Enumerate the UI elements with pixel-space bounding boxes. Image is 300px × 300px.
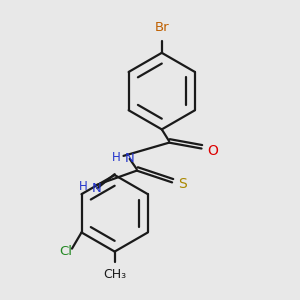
Text: Cl: Cl [60, 245, 73, 258]
Text: CH₃: CH₃ [103, 268, 126, 281]
Text: N: N [124, 152, 134, 165]
Text: S: S [178, 177, 187, 191]
Text: H: H [112, 151, 121, 164]
Text: N: N [92, 182, 102, 195]
Text: O: O [207, 145, 218, 158]
Text: Br: Br [154, 21, 169, 34]
Text: H: H [80, 180, 88, 193]
